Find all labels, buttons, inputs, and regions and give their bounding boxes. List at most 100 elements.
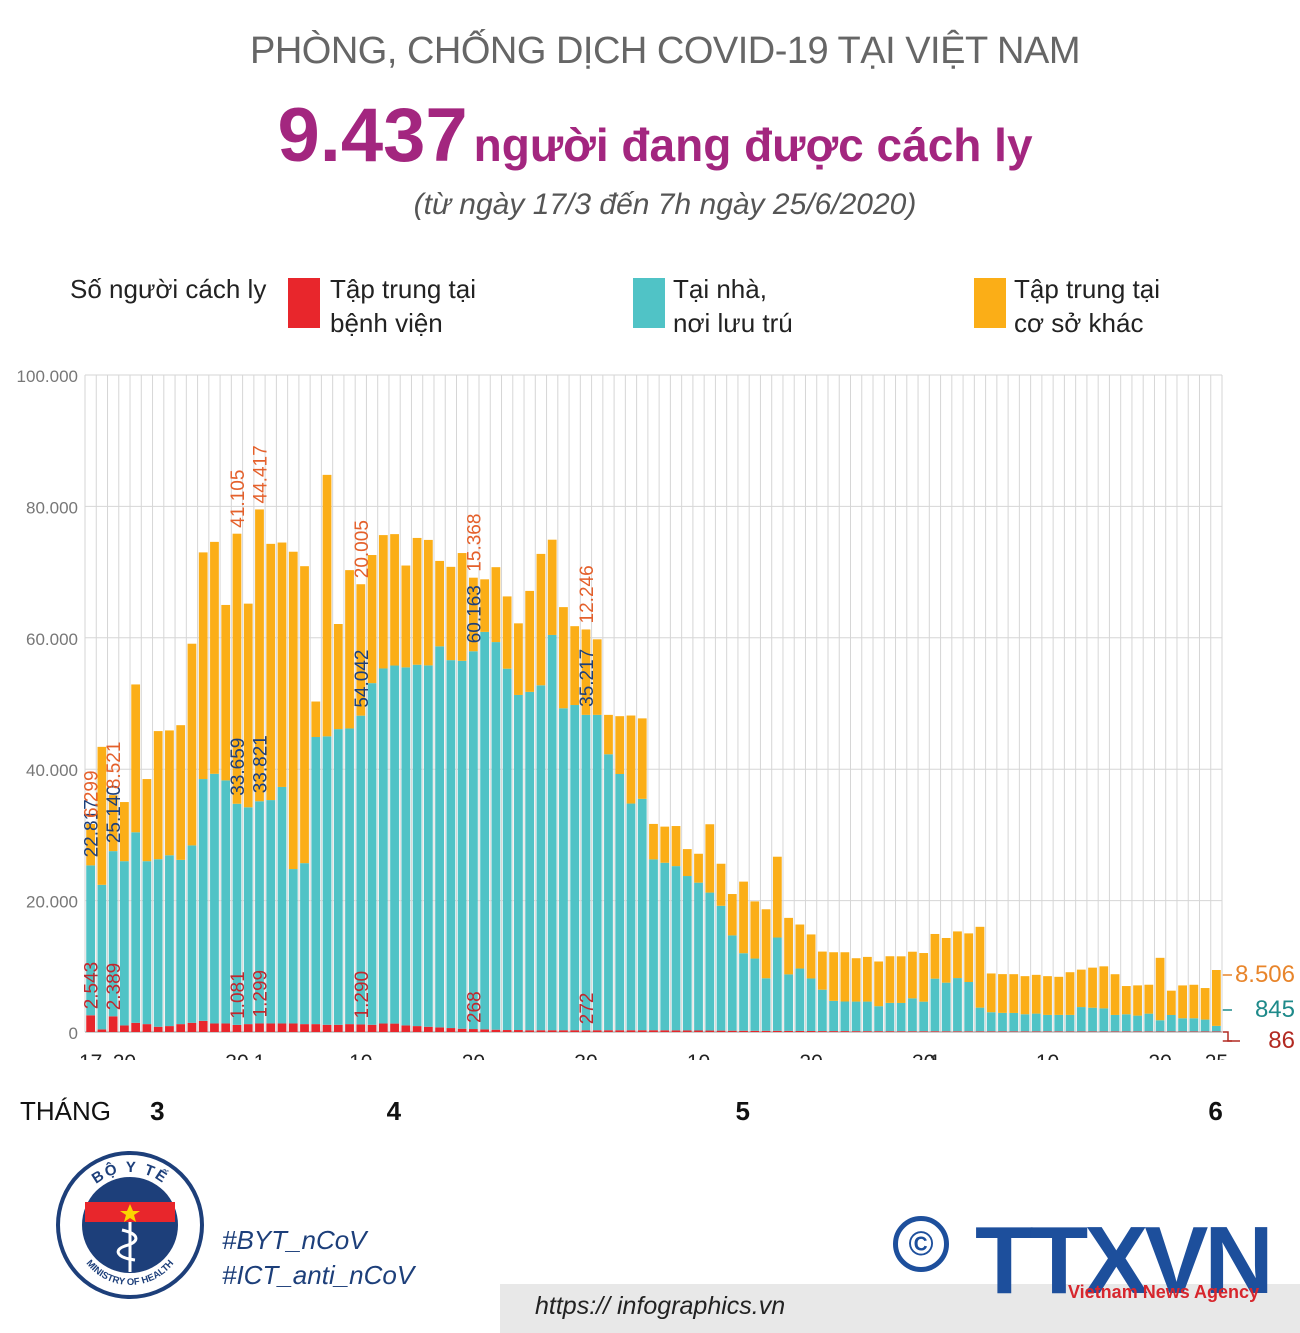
bar-segment-home bbox=[1200, 1019, 1210, 1032]
bar-segment-hospital bbox=[795, 1030, 805, 1032]
bar-segment-other bbox=[660, 826, 670, 863]
bar-segment-hospital bbox=[210, 1023, 219, 1032]
bar-segment-other bbox=[491, 567, 501, 643]
bar-segment-other bbox=[896, 956, 906, 1003]
bar-segment-home bbox=[964, 982, 974, 1032]
bar-segment-other bbox=[851, 958, 861, 1002]
bar-segment-hospital bbox=[919, 1031, 929, 1032]
y-tick-label: 60.000 bbox=[26, 630, 78, 649]
bar-segment-home bbox=[1099, 1008, 1109, 1032]
bar-segment-home bbox=[108, 851, 118, 1017]
bar-segment-hospital bbox=[649, 1030, 658, 1032]
bar-segment-hospital bbox=[581, 1030, 591, 1032]
bar-segment-hospital bbox=[716, 1030, 726, 1032]
bar-segment-home bbox=[1155, 1020, 1165, 1032]
bar-segment-hospital bbox=[1133, 1031, 1142, 1032]
y-tick-label: 40.000 bbox=[26, 761, 78, 780]
bar-segment-other bbox=[97, 746, 107, 885]
bar-segment-other bbox=[1189, 984, 1199, 1019]
bar-segment-home bbox=[581, 714, 591, 1031]
website-link[interactable]: https:// infographics.vn bbox=[535, 1292, 786, 1320]
bar-segment-other bbox=[345, 570, 354, 729]
bar-segment-other bbox=[863, 956, 872, 1002]
bar-segment-hospital bbox=[1009, 1031, 1019, 1032]
bar-segment-home bbox=[311, 737, 321, 1025]
x-tick-label: 10 bbox=[349, 1051, 372, 1060]
bar-segment-hospital bbox=[243, 1024, 253, 1032]
bar-segment-other bbox=[86, 824, 96, 866]
bar-segment-other bbox=[514, 623, 523, 695]
bar-segment-other bbox=[570, 626, 580, 706]
bar-segment-home bbox=[1020, 1014, 1030, 1032]
bar-segment-other bbox=[1009, 974, 1019, 1013]
bar-segment-other bbox=[772, 856, 782, 938]
month-label: 4 bbox=[386, 1096, 402, 1126]
bar-segment-home bbox=[1133, 1015, 1142, 1032]
bar-segment-hospital bbox=[885, 1031, 895, 1032]
bar-segment-other bbox=[142, 779, 152, 862]
y-tick-label: 20.000 bbox=[26, 893, 78, 912]
data-label: 44.417 bbox=[250, 445, 271, 503]
legend-swatch-home bbox=[633, 278, 665, 328]
bar-segment-home bbox=[727, 935, 737, 1031]
hashtag-ict[interactable]: #ICT_anti_nCoV bbox=[222, 1260, 415, 1290]
bar-segment-home bbox=[210, 773, 219, 1024]
bar-segment-home bbox=[953, 978, 962, 1032]
bar-segment-other bbox=[705, 824, 715, 893]
bar-segment-hospital bbox=[1200, 1031, 1210, 1032]
data-label: 54.042 bbox=[352, 650, 373, 708]
bar-segment-hospital bbox=[829, 1031, 839, 1032]
bar-segment-hospital bbox=[502, 1030, 512, 1032]
bar-segment-other bbox=[1076, 969, 1086, 1008]
bar-segment-other bbox=[221, 604, 231, 781]
data-label: 6.299 bbox=[82, 770, 103, 818]
bar-segment-hospital bbox=[953, 1031, 962, 1032]
bar-segment-hospital bbox=[840, 1031, 850, 1032]
bar-segment-other bbox=[176, 725, 186, 860]
bar-segment-hospital bbox=[423, 1026, 433, 1032]
bar-segment-hospital bbox=[570, 1030, 580, 1032]
bar-segment-home bbox=[277, 786, 287, 1024]
data-label: 15.368 bbox=[464, 514, 485, 572]
bar-segment-other bbox=[322, 474, 332, 737]
bar-segment-hospital bbox=[266, 1023, 276, 1032]
data-label: 1.299 bbox=[250, 970, 271, 1018]
bar-segment-hospital bbox=[874, 1031, 884, 1032]
bar-segment-other bbox=[941, 937, 951, 983]
legend-item-hospital-line1: Tập trung tại bbox=[330, 274, 476, 304]
bar-segment-home bbox=[457, 660, 467, 1029]
bar-segment-home bbox=[604, 754, 613, 1031]
bar-segment-other bbox=[998, 974, 1007, 1013]
bar-segment-hospital bbox=[401, 1025, 411, 1032]
bar-segment-other bbox=[1088, 967, 1097, 1008]
bar-segment-other bbox=[1099, 966, 1109, 1009]
bar-segment-hospital bbox=[896, 1031, 906, 1032]
bar-segment-home bbox=[874, 1006, 884, 1032]
bar-segment-hospital bbox=[86, 1015, 96, 1032]
legend-item-other-line1: Tập trung tại bbox=[1014, 274, 1160, 304]
bar-segment-hospital bbox=[1110, 1031, 1120, 1032]
data-label: 2.543 bbox=[82, 962, 103, 1010]
bar-segment-home bbox=[671, 866, 681, 1031]
bar-segment-other bbox=[390, 534, 399, 666]
bar-segment-home bbox=[288, 869, 298, 1024]
bar-segment-home bbox=[1211, 1025, 1221, 1032]
x-tick-label: 17 bbox=[79, 1051, 102, 1060]
bar-segment-other bbox=[401, 565, 411, 668]
legend-swatch-hospital bbox=[288, 278, 320, 328]
bar-segment-hospital bbox=[412, 1026, 422, 1032]
bar-segment-hospital bbox=[739, 1030, 748, 1032]
bar-segment-home bbox=[514, 694, 523, 1031]
x-tick-label: 1 bbox=[254, 1051, 266, 1060]
bar-segment-home bbox=[255, 801, 264, 1024]
bar-segment-hospital bbox=[671, 1030, 681, 1032]
bar-segment-home bbox=[221, 780, 231, 1024]
bar-segment-home bbox=[1065, 1014, 1075, 1032]
bar-segment-home bbox=[1110, 1014, 1120, 1032]
hashtag-byt[interactable]: #BYT_nCoV bbox=[222, 1225, 367, 1255]
bar-segment-other bbox=[547, 539, 557, 635]
bar-segment-hospital bbox=[559, 1030, 568, 1032]
bar-segment-other bbox=[1155, 957, 1165, 1021]
bar-segment-other bbox=[964, 933, 974, 983]
header-subtitle: (từ ngày 17/3 đến 7h ngày 25/6/2020) bbox=[413, 188, 917, 221]
